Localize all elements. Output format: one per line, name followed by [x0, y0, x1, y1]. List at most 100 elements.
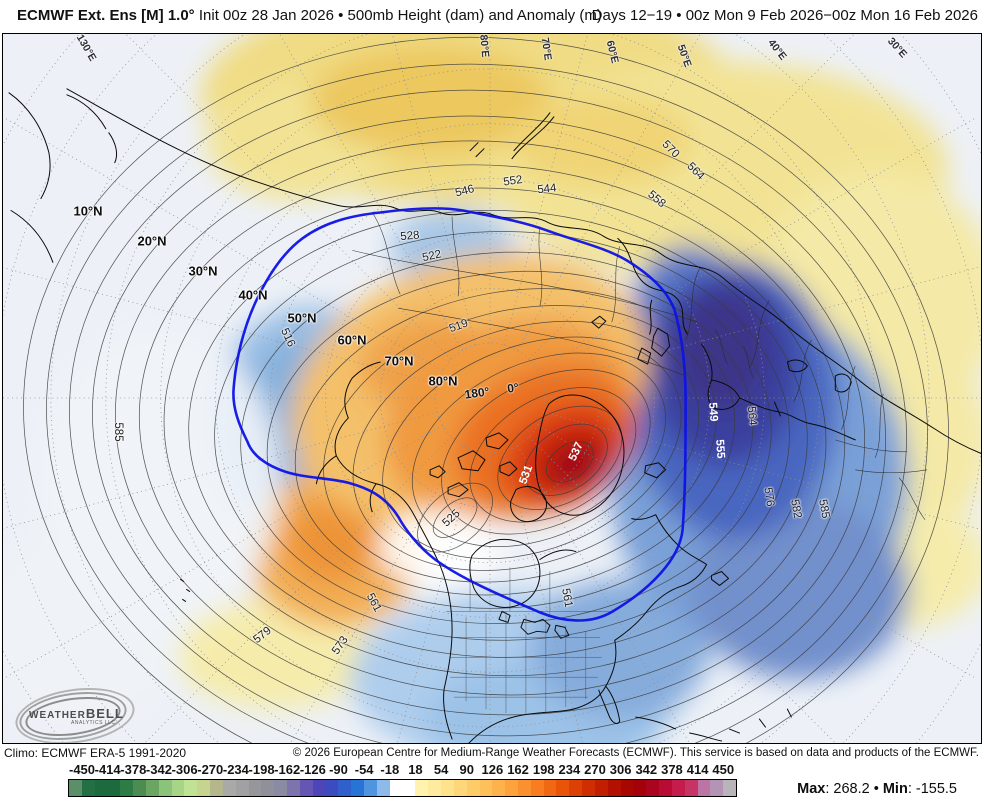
colorbar-tick: -54: [354, 762, 374, 777]
colorbar-segment: [81, 780, 95, 796]
map-graphic: [3, 34, 981, 743]
colorbar-tick: 414: [686, 762, 709, 777]
colorbar-tick: 126: [481, 762, 504, 777]
colorbar-tick: 450: [712, 762, 735, 777]
colorbar-segment: [171, 780, 185, 796]
colorbar-segment: [517, 780, 531, 796]
colorbar-segment: [684, 780, 698, 796]
map-title: ECMWF Ext. Ens [M] 1.0° Init 00z 28 Jan …: [17, 7, 602, 24]
colorbar-segment: [697, 780, 711, 796]
logo-wordmark: WEATHERBELL: [29, 705, 124, 723]
colorbar-segment: [659, 780, 672, 796]
colorbar-segment: [235, 780, 249, 796]
colorbar-segment: [197, 780, 211, 796]
colorbar-tick: 90: [459, 762, 474, 777]
min-value: -155.5: [915, 781, 957, 797]
colorbar-segment: [569, 780, 583, 796]
init-and-field: Init 00z 28 Jan 2026 • 500mb Height (dam…: [194, 7, 602, 24]
logo-subtitle: ANALYTICS LLC: [71, 720, 116, 726]
colorbar-segment: [210, 780, 223, 796]
colorbar-segment: [94, 780, 108, 796]
valid-time-range: Days 12−19 • 00z Mon 9 Feb 2026−00z Mon …: [591, 7, 978, 24]
colorbar-segment: [556, 780, 570, 796]
colorbar-segment: [505, 780, 518, 796]
climatology-note: Climo: ECMWF ERA-5 1991-2020: [4, 746, 187, 760]
colorbar-cap-left: [69, 780, 82, 796]
colorbar-tick: -306: [171, 762, 198, 777]
colorbar-segment: [492, 780, 506, 796]
copyright-note: © 2026 European Centre for Medium-Range …: [292, 747, 979, 759]
colorbar-segment: [594, 780, 608, 796]
colorbar-segment: [364, 780, 377, 796]
colorbar-segment: [145, 780, 159, 796]
colorbar-segment: [287, 780, 300, 796]
colorbar-tick: -234: [222, 762, 249, 777]
colorbar-tick: 54: [433, 762, 449, 777]
colorbar-tick: 270: [584, 762, 606, 777]
colorbar-segment: [441, 780, 454, 796]
colorbar-segment: [466, 780, 480, 796]
title-bar: ECMWF Ext. Ens [M] 1.0° Init 00z 28 Jan …: [0, 0, 984, 33]
logo-word-bell: BELL: [85, 706, 124, 721]
colorbar-segment: [120, 780, 134, 796]
colorbar-segment: [453, 780, 467, 796]
colorbar-segment: [530, 780, 544, 796]
colorbar-tick: 198: [532, 762, 555, 777]
colorbar-segment: [479, 780, 493, 796]
colorbar-tick: -18: [380, 762, 400, 777]
colorbar-tick: -378: [120, 762, 147, 777]
colorbar-segment: [184, 780, 198, 796]
colorbar-tick: 342: [635, 762, 658, 777]
logo-word-weather: WEATHER: [29, 710, 86, 721]
colorbar-segment: [428, 780, 442, 796]
colorbar-segment: [389, 780, 403, 796]
colorbar-tick: -342: [145, 762, 172, 777]
colorbar-tick: 18: [408, 762, 423, 777]
colorbar-tick: -414: [94, 762, 121, 777]
extrema-bullet: •: [873, 781, 879, 797]
colorbar-segment: [325, 780, 339, 796]
colorbar-tick: 378: [661, 762, 683, 777]
colorbar-tick: 234: [558, 762, 581, 777]
colorbar-segment: [607, 780, 621, 796]
colorbar-tick: -162: [274, 762, 301, 777]
colorbar-segment: [671, 780, 685, 796]
colorbar-tick: -198: [248, 762, 275, 777]
colorbar-segment: [133, 780, 146, 796]
colorbar-tick: -90: [329, 762, 348, 777]
min-label: Min: [882, 781, 908, 797]
colorbar-tick: -450: [68, 762, 96, 777]
colorbar-segment: [248, 780, 262, 796]
colorbar-tick: -270: [197, 762, 224, 777]
colorbar-bar: [68, 779, 737, 797]
colorbar-segment: [299, 780, 313, 796]
country-borders: [352, 212, 928, 520]
max-label: Max: [797, 781, 826, 797]
colorbar-segment: [261, 780, 275, 796]
colorbar-segment: [620, 780, 634, 796]
colorbar-segment: [222, 780, 236, 796]
colorbar-segment: [338, 780, 352, 796]
colorbar-segment: [312, 780, 326, 796]
colorbar-segment: [107, 780, 121, 796]
colorbar-segment: [415, 780, 429, 796]
colorbar-segment: [376, 780, 390, 796]
model-name: ECMWF Ext. Ens [M] 1.0°: [17, 7, 195, 24]
field-extrema: Max: 268.2 • Min: -155.5: [797, 781, 957, 797]
map-image: WEATHERBELL ANALYTICS LLC: [2, 33, 982, 744]
colorbar-segment: [274, 780, 288, 796]
colorbar-segment: [582, 780, 595, 796]
colorbar-segment: [710, 780, 724, 796]
highlight-contour: [232, 207, 687, 622]
colorbar-tick: -126: [299, 762, 326, 777]
colorbar-segment: [646, 780, 660, 796]
weatherbell-logo: WEATHERBELL ANALYTICS LLC: [11, 680, 143, 743]
state-borders: [446, 567, 610, 716]
colorbar-segment: [543, 780, 557, 796]
colorbar-tick: 306: [609, 762, 632, 777]
max-value: 268.2: [833, 781, 870, 797]
colorbar-segment: [158, 780, 172, 796]
colorbar-segment: [351, 780, 365, 796]
colorbar-cap-right: [723, 780, 737, 796]
height-contour-lines: [23, 36, 949, 743]
